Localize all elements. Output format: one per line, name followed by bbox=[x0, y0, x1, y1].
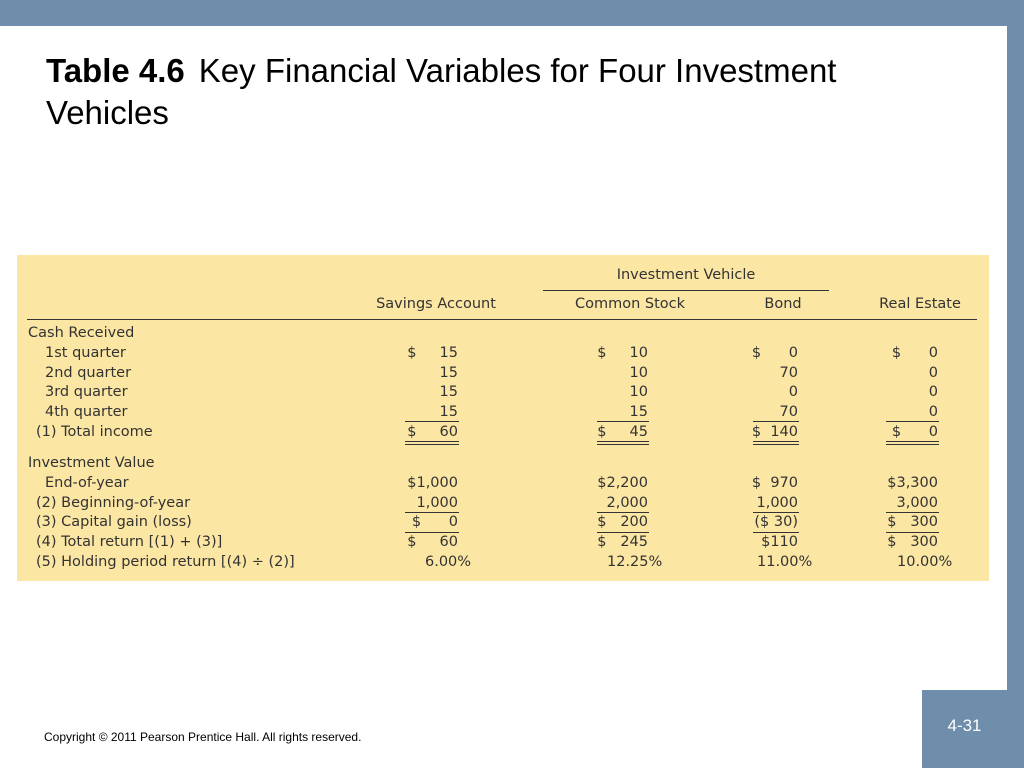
underline-q4-bond bbox=[753, 421, 799, 422]
underline-beginning-savings bbox=[405, 512, 459, 513]
cell-total-return-stock: $ 245 bbox=[597, 534, 648, 550]
cell-capital-gain-bond: ($ 30) bbox=[754, 514, 798, 530]
cell-q4-realestate: 0 bbox=[928, 404, 938, 420]
double-underline-total-income-bond-2 bbox=[753, 444, 799, 445]
cell-q1-savings: $ 15 bbox=[407, 345, 458, 361]
page-number: 4-31 bbox=[947, 716, 982, 735]
underline-beginning-bond bbox=[753, 512, 799, 513]
financial-table bbox=[17, 255, 989, 581]
col-header-realestate: Real Estate bbox=[879, 296, 961, 312]
cell-q3-bond: 0 bbox=[788, 384, 798, 400]
cell-hpr-realestate: 10.00% bbox=[897, 554, 953, 570]
cell-beginning-bond: 1,000 bbox=[756, 495, 798, 511]
cell-hpr-stock: 12.25% bbox=[607, 554, 663, 570]
double-underline-total-income-bond bbox=[753, 441, 799, 442]
cell-q4-bond: 70 bbox=[779, 404, 798, 420]
cell-q2-realestate: 0 bbox=[928, 365, 938, 381]
col-header-bond: Bond bbox=[764, 296, 802, 312]
double-underline-total-income-stock bbox=[597, 441, 649, 442]
slide-title: Table 4.6 Key Financial Variables for Fou… bbox=[46, 50, 966, 134]
cell-q2-stock: 10 bbox=[629, 365, 648, 381]
cell-q2-savings: 15 bbox=[439, 365, 458, 381]
cell-q3-savings: 15 bbox=[439, 384, 458, 400]
group-header-investment-vehicle: Investment Vehicle bbox=[616, 267, 756, 283]
right-frame-bar bbox=[1007, 0, 1024, 768]
cell-end-of-year-savings: $1,000 bbox=[407, 475, 458, 491]
cell-capital-gain-savings: $ 0 bbox=[411, 514, 458, 530]
row-label-q4: 4th quarter bbox=[45, 404, 128, 420]
cell-q4-savings: 15 bbox=[439, 404, 458, 420]
underline-q4-realestate bbox=[886, 421, 939, 422]
double-underline-total-income-realestate-2 bbox=[886, 444, 939, 445]
row-label-end-of-year: End-of-year bbox=[45, 475, 129, 491]
cell-capital-gain-stock: $ 200 bbox=[597, 514, 648, 530]
cell-beginning-savings: 1,000 bbox=[416, 495, 458, 511]
cell-total-return-realestate: $ 300 bbox=[887, 534, 938, 550]
underline-beginning-realestate bbox=[886, 512, 939, 513]
title-text: Key Financial Variables for Four Investm… bbox=[46, 52, 837, 131]
row-label-q3: 3rd quarter bbox=[45, 384, 128, 400]
cell-q4-stock: 15 bbox=[629, 404, 648, 420]
cell-total-income-stock: $ 45 bbox=[597, 424, 648, 440]
cell-q1-bond: $ 0 bbox=[751, 345, 798, 361]
double-underline-total-income-savings-2 bbox=[405, 444, 459, 445]
section-investment-value: Investment Value bbox=[28, 455, 155, 471]
cell-hpr-savings: 6.00% bbox=[425, 554, 472, 570]
double-underline-total-income-stock-2 bbox=[597, 444, 649, 445]
row-label-q1: 1st quarter bbox=[45, 345, 126, 361]
col-header-savings: Savings Account bbox=[376, 296, 496, 312]
cell-end-of-year-bond: $ 970 bbox=[751, 475, 798, 491]
cell-total-return-bond: $110 bbox=[761, 534, 798, 550]
row-label-total-return: (4) Total return [(1) + (3)] bbox=[36, 534, 223, 550]
cell-total-return-savings: $ 60 bbox=[407, 534, 458, 550]
row-label-hpr: (5) Holding period return [(4) ÷ (2)] bbox=[36, 554, 295, 570]
cell-end-of-year-realestate: $3,300 bbox=[887, 475, 938, 491]
cell-end-of-year-stock: $2,200 bbox=[597, 475, 648, 491]
underline-capital-gain-realestate bbox=[886, 532, 939, 533]
cell-beginning-stock: 2,000 bbox=[606, 495, 648, 511]
cell-hpr-bond: 11.00% bbox=[757, 554, 813, 570]
row-label-capital-gain: (3) Capital gain (loss) bbox=[36, 514, 192, 530]
header-rule bbox=[27, 319, 977, 320]
underline-q4-stock bbox=[597, 421, 649, 422]
underline-beginning-stock bbox=[597, 512, 649, 513]
row-label-q2: 2nd quarter bbox=[45, 365, 132, 381]
section-cash-received: Cash Received bbox=[28, 325, 135, 341]
cell-q1-realestate: $ 0 bbox=[891, 345, 938, 361]
cell-q3-realestate: 0 bbox=[928, 384, 938, 400]
cell-q2-bond: 70 bbox=[779, 365, 798, 381]
cell-total-income-realestate: $ 0 bbox=[891, 424, 938, 440]
underline-capital-gain-savings bbox=[405, 532, 459, 533]
underline-capital-gain-stock bbox=[597, 532, 649, 533]
underline-capital-gain-bond bbox=[753, 532, 799, 533]
row-label-total-income: (1) Total income bbox=[36, 424, 153, 440]
row-label-beginning: (2) Beginning-of-year bbox=[36, 495, 191, 511]
page-number-box bbox=[922, 690, 1007, 768]
cell-total-income-bond: $ 140 bbox=[751, 424, 798, 440]
cell-capital-gain-realestate: $ 300 bbox=[887, 514, 938, 530]
cell-beginning-realestate: 3,000 bbox=[896, 495, 938, 511]
title-table-number: Table 4.6 bbox=[46, 52, 185, 89]
double-underline-total-income-savings bbox=[405, 441, 459, 442]
copyright-notice: Copyright © 2011 Pearson Prentice Hall. … bbox=[44, 730, 362, 744]
cell-q3-stock: 10 bbox=[629, 384, 648, 400]
double-underline-total-income-realestate bbox=[886, 441, 939, 442]
top-frame-bar bbox=[0, 0, 1024, 26]
underline-q4-savings bbox=[405, 421, 459, 422]
cell-total-income-savings: $ 60 bbox=[407, 424, 458, 440]
group-header-rule bbox=[543, 290, 829, 291]
cell-q1-stock: $ 10 bbox=[597, 345, 648, 361]
col-header-stock: Common Stock bbox=[574, 296, 686, 312]
